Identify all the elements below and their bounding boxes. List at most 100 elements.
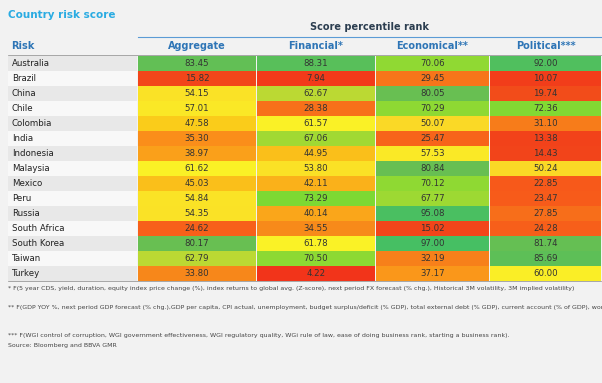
Text: 15.82: 15.82 <box>185 74 209 83</box>
Bar <box>490 131 601 146</box>
Bar <box>8 161 137 176</box>
Bar <box>257 71 375 86</box>
Text: 28.38: 28.38 <box>303 104 328 113</box>
Bar <box>138 146 256 161</box>
Text: Taiwan: Taiwan <box>12 254 42 263</box>
Text: Chile: Chile <box>12 104 34 113</box>
Bar <box>8 221 137 236</box>
Text: 32.19: 32.19 <box>420 254 445 263</box>
Text: 27.85: 27.85 <box>533 209 558 218</box>
Bar <box>376 236 489 251</box>
Bar <box>490 221 601 236</box>
Bar <box>376 131 489 146</box>
Text: 80.84: 80.84 <box>420 164 445 173</box>
Text: 35.30: 35.30 <box>185 134 209 143</box>
Text: 29.45: 29.45 <box>420 74 445 83</box>
Bar <box>138 176 256 191</box>
Bar <box>257 161 375 176</box>
Text: China: China <box>12 89 37 98</box>
Text: 61.57: 61.57 <box>303 119 328 128</box>
Bar <box>490 116 601 131</box>
Bar <box>138 251 256 266</box>
Text: 24.28: 24.28 <box>533 224 558 233</box>
Text: 31.10: 31.10 <box>533 119 558 128</box>
Text: Country risk score: Country risk score <box>8 10 116 20</box>
Bar <box>138 86 256 101</box>
Text: Political***: Political*** <box>516 41 576 51</box>
Bar <box>138 56 256 71</box>
Text: South Korea: South Korea <box>12 239 64 248</box>
Bar <box>376 191 489 206</box>
Bar <box>376 101 489 116</box>
Text: Mexico: Mexico <box>12 179 42 188</box>
Bar <box>490 71 601 86</box>
Text: 70.50: 70.50 <box>303 254 328 263</box>
Text: 88.31: 88.31 <box>303 59 328 68</box>
Text: 54.84: 54.84 <box>185 194 209 203</box>
Text: 45.03: 45.03 <box>185 179 209 188</box>
Text: 19.74: 19.74 <box>533 89 557 98</box>
Bar <box>8 131 137 146</box>
Text: 14.43: 14.43 <box>533 149 558 158</box>
Text: 81.74: 81.74 <box>533 239 558 248</box>
Text: 62.79: 62.79 <box>185 254 209 263</box>
Text: 44.95: 44.95 <box>304 149 328 158</box>
Text: 57.53: 57.53 <box>420 149 445 158</box>
Text: 70.29: 70.29 <box>420 104 445 113</box>
Text: 42.11: 42.11 <box>303 179 328 188</box>
Bar <box>8 146 137 161</box>
Bar <box>376 56 489 71</box>
Bar <box>8 176 137 191</box>
Text: Score percentile rank: Score percentile rank <box>310 22 429 32</box>
Bar <box>490 251 601 266</box>
Text: 4.22: 4.22 <box>306 269 326 278</box>
Bar <box>257 251 375 266</box>
Text: 25.47: 25.47 <box>420 134 445 143</box>
Text: 70.06: 70.06 <box>420 59 445 68</box>
Bar <box>257 236 375 251</box>
Bar <box>376 266 489 281</box>
Text: 57.01: 57.01 <box>185 104 209 113</box>
Text: 70.12: 70.12 <box>420 179 445 188</box>
Bar <box>8 56 137 71</box>
Bar <box>376 146 489 161</box>
Text: 80.17: 80.17 <box>185 239 209 248</box>
Bar <box>257 56 375 71</box>
Bar <box>8 251 137 266</box>
Bar <box>138 221 256 236</box>
Text: 73.29: 73.29 <box>304 194 328 203</box>
Bar <box>8 236 137 251</box>
Text: 10.07: 10.07 <box>533 74 558 83</box>
Text: 47.58: 47.58 <box>185 119 209 128</box>
Bar <box>138 266 256 281</box>
Bar <box>257 221 375 236</box>
Text: Turkey: Turkey <box>12 269 40 278</box>
Text: 67.06: 67.06 <box>303 134 328 143</box>
Text: Source: Bloomberg and BBVA GMR: Source: Bloomberg and BBVA GMR <box>8 343 117 348</box>
Bar <box>376 251 489 266</box>
Text: 24.62: 24.62 <box>185 224 209 233</box>
Bar <box>490 56 601 71</box>
Bar <box>490 146 601 161</box>
Bar <box>138 161 256 176</box>
Bar <box>490 206 601 221</box>
Bar <box>376 116 489 131</box>
Bar <box>138 116 256 131</box>
Bar <box>138 206 256 221</box>
Text: * F(5 year CDS, yield, duration, equity index price change (%), index returns to: * F(5 year CDS, yield, duration, equity … <box>8 286 574 291</box>
Text: 54.35: 54.35 <box>185 209 209 218</box>
Bar <box>257 131 375 146</box>
Text: Malaysia: Malaysia <box>12 164 49 173</box>
Text: ** F(GDP YOY %, next period GDP forecast (% chg.),GDP per capita, CPI actual, un: ** F(GDP YOY %, next period GDP forecast… <box>8 305 602 310</box>
Bar <box>257 191 375 206</box>
Bar <box>376 86 489 101</box>
Text: 50.07: 50.07 <box>420 119 445 128</box>
Text: 33.80: 33.80 <box>185 269 209 278</box>
Bar <box>8 71 137 86</box>
Bar <box>376 161 489 176</box>
Bar <box>8 266 137 281</box>
Bar <box>257 86 375 101</box>
Text: 54.15: 54.15 <box>185 89 209 98</box>
Text: 40.14: 40.14 <box>303 209 328 218</box>
Text: 61.78: 61.78 <box>303 239 328 248</box>
